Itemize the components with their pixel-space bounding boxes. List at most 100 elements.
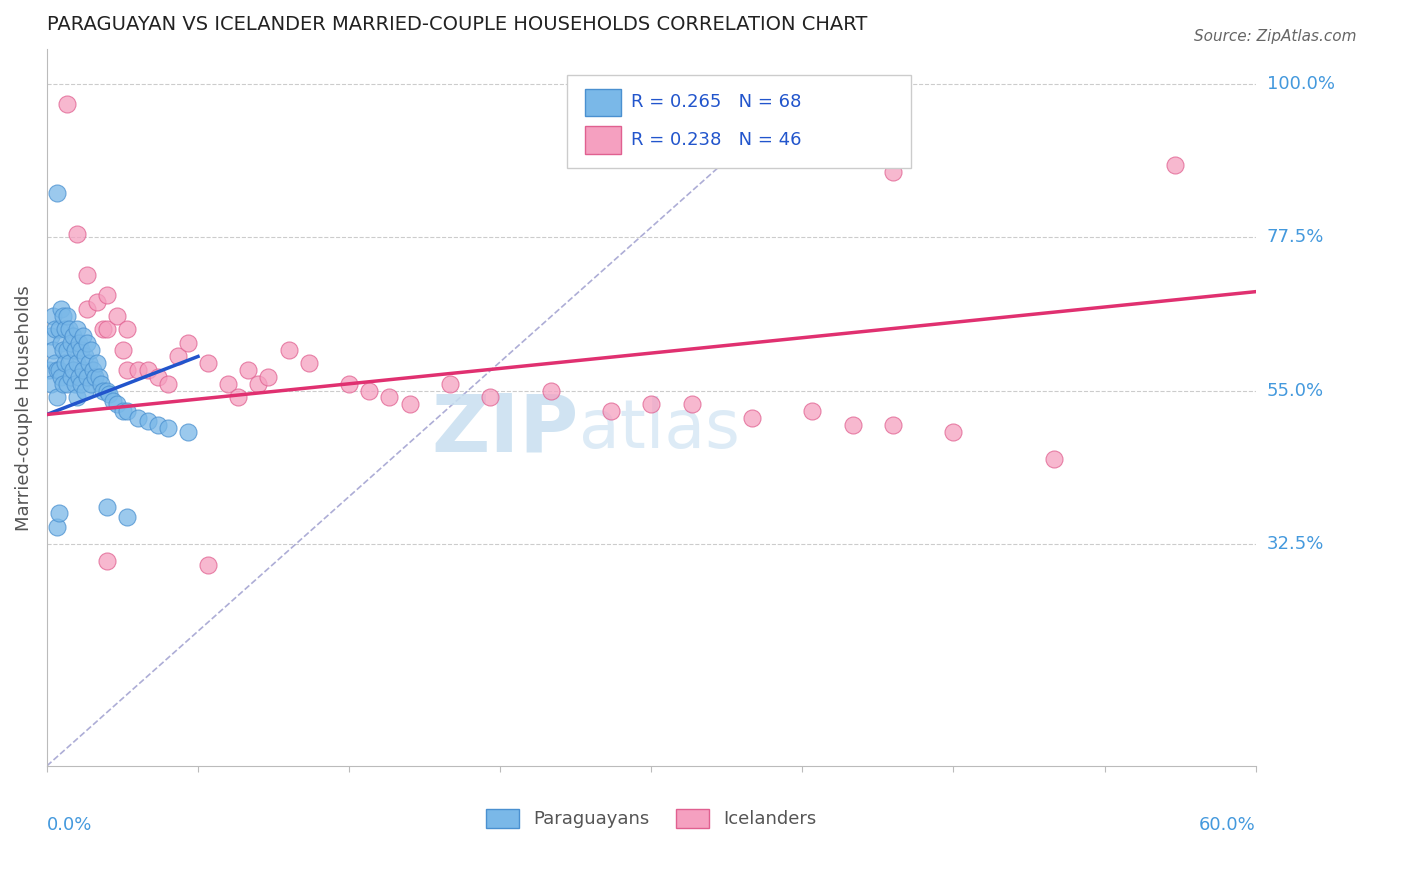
Text: atlas: atlas (579, 396, 740, 462)
Point (48, 363, 70, 377)
Point (46, 391, 69, 405)
Point (640, 397, 662, 411)
Point (39, 329, 62, 343)
Point (46, 520, 69, 534)
Point (91, 322, 114, 336)
Point (96, 288, 118, 302)
Point (277, 343, 299, 357)
Point (117, 509, 139, 524)
Point (226, 391, 249, 405)
Point (103, 393, 125, 408)
Point (80, 343, 103, 357)
Point (177, 425, 200, 439)
Point (48, 507, 70, 521)
Point (60, 335, 83, 350)
Point (82, 363, 104, 377)
Point (66, 322, 89, 336)
Text: R = 0.265   N = 68: R = 0.265 N = 68 (631, 93, 801, 112)
Point (77, 356, 100, 370)
Point (337, 376, 360, 391)
Point (136, 363, 159, 377)
Point (177, 335, 200, 350)
Point (197, 356, 219, 370)
Text: 32.5%: 32.5% (1267, 535, 1324, 553)
Point (681, 397, 703, 411)
Point (166, 350, 188, 364)
Point (146, 370, 169, 384)
Text: Source: ZipAtlas.com: Source: ZipAtlas.com (1194, 29, 1357, 44)
Point (105, 309, 128, 323)
Point (42, 343, 65, 357)
Bar (585, 127, 621, 153)
Point (75, 350, 97, 364)
Point (56, 376, 79, 391)
Point (58, 356, 80, 370)
Point (52, 376, 75, 391)
Point (46, 363, 69, 377)
Point (76, 370, 98, 384)
Point (86, 356, 108, 370)
Point (75, 384, 97, 398)
Point (117, 363, 139, 377)
Text: PARAGUAYAN VS ICELANDER MARRIED-COUPLE HOUSEHOLDS CORRELATION CHART: PARAGUAYAN VS ICELANDER MARRIED-COUPLE H… (46, 15, 868, 34)
Point (70, 376, 93, 391)
Point (56, 309, 79, 323)
Point (217, 376, 239, 391)
Point (98, 387, 121, 401)
Legend: Paraguayans, Icelanders: Paraguayans, Icelanders (479, 801, 824, 836)
Point (70, 343, 93, 357)
Point (86, 294, 108, 309)
Point (49, 370, 72, 384)
Point (44, 322, 66, 336)
Point (80, 376, 103, 391)
Point (112, 404, 135, 418)
Point (197, 558, 219, 572)
Point (56, 97, 79, 112)
Point (49, 301, 72, 316)
Text: ZIP: ZIP (432, 390, 579, 468)
Point (741, 410, 763, 425)
Point (76, 301, 98, 316)
Point (600, 404, 623, 418)
Point (89, 370, 111, 384)
Point (479, 391, 502, 405)
Point (76, 268, 98, 282)
Point (378, 391, 401, 405)
Point (96, 554, 118, 568)
Point (238, 363, 260, 377)
Point (63, 376, 86, 391)
Point (398, 397, 420, 411)
Point (39, 376, 62, 391)
Point (298, 356, 321, 370)
Point (46, 186, 69, 200)
Point (49, 335, 72, 350)
Point (942, 425, 965, 439)
Point (67, 370, 90, 384)
FancyBboxPatch shape (567, 75, 911, 168)
Y-axis label: Married-couple Households: Married-couple Households (15, 285, 32, 531)
Point (127, 410, 149, 425)
Text: 55.0%: 55.0% (1267, 382, 1324, 400)
Point (67, 335, 90, 350)
Text: 0.0%: 0.0% (46, 816, 93, 834)
Point (90, 376, 112, 391)
Point (96, 322, 118, 336)
Point (257, 370, 280, 384)
Point (117, 404, 139, 418)
Point (58, 322, 80, 336)
Point (48, 322, 70, 336)
Point (66, 356, 89, 370)
Point (53, 322, 76, 336)
Point (66, 227, 89, 241)
Point (156, 421, 179, 435)
Point (42, 309, 65, 323)
Point (146, 417, 169, 432)
Point (841, 417, 863, 432)
Point (62, 363, 84, 377)
Bar (585, 88, 621, 116)
Point (801, 404, 824, 418)
Point (136, 414, 159, 428)
Point (38, 363, 60, 377)
Point (540, 384, 562, 398)
Point (53, 356, 76, 370)
